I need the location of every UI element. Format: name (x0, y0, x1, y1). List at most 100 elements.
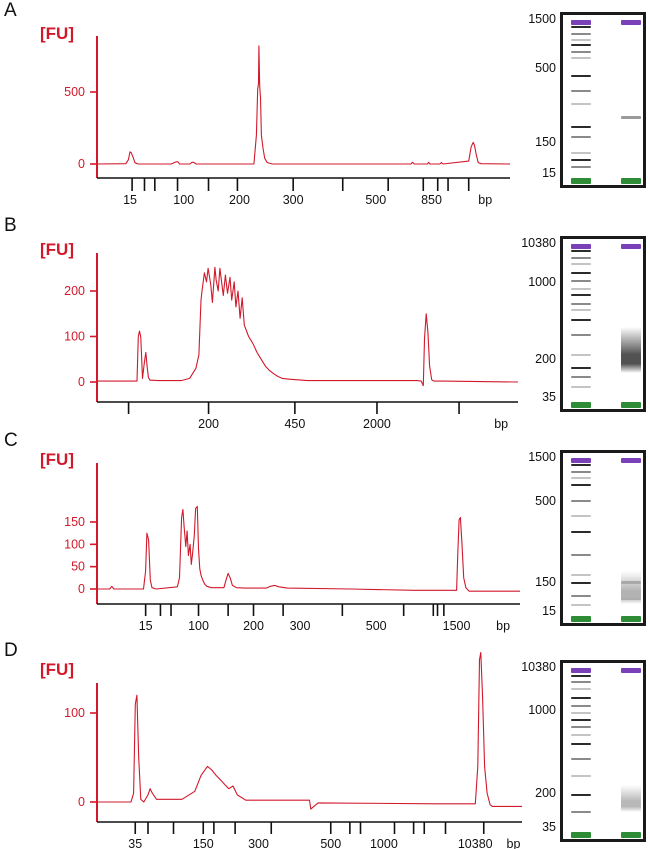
ladder-lane-upper-marker (571, 243, 591, 249)
panel-letter: C (4, 430, 18, 451)
sample-smear (621, 327, 641, 374)
gel-size-label: 200 (535, 785, 556, 800)
gel-size-label: 150 (535, 134, 556, 149)
x-tick-label: 850 (421, 193, 442, 207)
ladder-band (571, 90, 591, 93)
y-tick-label: 0 (78, 157, 85, 171)
sample-lane-upper-marker (621, 19, 641, 25)
x-tick-label: 35 (128, 837, 142, 849)
ladder-band (571, 705, 591, 708)
panel-a: A [FU] 0 500 15 100 200 300 500 850 bp 1500 500 15… (0, 0, 650, 207)
ladder-band (571, 718, 591, 721)
y-tick-label: 200 (64, 284, 85, 298)
gel-image (560, 660, 646, 842)
x-tick-label: 500 (366, 619, 387, 633)
gel-image (560, 12, 646, 188)
x-tick-label: 200 (243, 619, 264, 633)
sample-lane-upper-marker (621, 243, 641, 249)
ladder-lane-lower-marker (571, 831, 591, 838)
ladder-band (571, 263, 591, 266)
sample-smear (621, 570, 641, 604)
gel-size-label: 150 (535, 574, 556, 589)
ladder-band (571, 531, 591, 534)
ladder-band (571, 696, 591, 699)
x-tick-label: 1500 (443, 619, 471, 633)
ladder-band (571, 126, 591, 129)
gel-size-label: 10380 (521, 235, 556, 250)
x-axis-unit-label: bp (496, 619, 510, 633)
y-tick-label: 100 (64, 330, 85, 344)
ladder-band (571, 294, 591, 297)
ladder-band (571, 674, 591, 677)
ladder-band (571, 309, 591, 312)
y-tick-label: 100 (64, 537, 85, 551)
ladder-band (571, 774, 591, 777)
gel-size-label: 500 (535, 494, 556, 509)
sample-lane-lower-marker (621, 615, 641, 622)
panel-c: C [FU] 0 50 100 150 15 100 200 300 500 1500 bp 150… (0, 430, 650, 640)
ladder-band (571, 734, 591, 736)
y-axis-unit-label: [FU] (40, 450, 74, 469)
x-tick-label: 200 (229, 193, 250, 207)
ladder-band (571, 595, 591, 598)
y-tick-label: 150 (64, 515, 85, 529)
electropherogram-chart: 0 500 15 100 200 300 500 850 bp (64, 36, 511, 207)
sample-lane-lower-marker (621, 177, 641, 184)
ladder-band (571, 271, 591, 274)
gel-size-label: 35 (542, 819, 556, 834)
ladder-lane-upper-marker (571, 457, 591, 463)
y-tick-label: 0 (78, 795, 85, 809)
ladder-band (571, 44, 591, 47)
x-tick-label: 500 (320, 837, 341, 849)
ladder-band (571, 159, 591, 162)
ladder-band (571, 500, 591, 503)
ladder-band (571, 32, 591, 35)
ladder-band (571, 26, 591, 29)
x-tick-label: 100 (173, 193, 194, 207)
gel-size-label: 35 (542, 390, 556, 405)
y-tick-label: 500 (64, 85, 85, 99)
ladder-band (571, 366, 591, 369)
sample-smear (621, 785, 641, 813)
electropherogram-chart: 0 50 100 150 15 100 200 300 500 1500 bp (64, 463, 520, 633)
ladder-band (571, 376, 591, 379)
ladder-band (571, 515, 591, 518)
gel-image (560, 450, 646, 626)
ladder-band (571, 793, 591, 796)
y-tick-label: 0 (78, 375, 85, 389)
y-axis-unit-label: [FU] (40, 240, 74, 259)
electropherogram-trace (97, 651, 522, 810)
ladder-band (571, 136, 591, 139)
sample-lane-lower-marker (621, 401, 641, 408)
gel-size-label: 500 (535, 61, 556, 76)
ladder-band (571, 810, 591, 813)
ladder-band (571, 353, 591, 356)
y-tick-label: 50 (71, 560, 85, 574)
ladder-band (571, 152, 591, 155)
ladder-band (571, 279, 591, 282)
ladder-lane-lower-marker (571, 177, 591, 184)
ladder-band (571, 75, 591, 78)
panel-letter: A (4, 0, 17, 21)
sample-band (621, 116, 641, 120)
gel-size-label: 1000 (528, 702, 556, 717)
y-tick-label: 100 (64, 706, 85, 720)
ladder-band (571, 165, 591, 168)
x-tick-label: 300 (283, 193, 304, 207)
x-tick-label: 1000 (370, 837, 398, 849)
x-tick-label: 300 (248, 837, 269, 849)
ladder-band (571, 250, 591, 253)
x-axis-unit-label: bp (507, 837, 521, 849)
ladder-band (571, 50, 591, 53)
y-axis-unit-label: [FU] (40, 660, 74, 679)
ladder-band (571, 386, 591, 389)
ladder-lane-lower-marker (571, 615, 591, 622)
ladder-band (571, 725, 591, 728)
ladder-band (571, 574, 591, 577)
electropherogram-trace (96, 45, 511, 165)
x-tick-label: 200 (198, 417, 219, 431)
electropherogram-chart: 0 100 200 200 450 2000 bp (64, 253, 519, 431)
ladder-band (571, 256, 591, 259)
gel-size-label: 15 (542, 166, 556, 181)
sample-lane-upper-marker (621, 457, 641, 463)
